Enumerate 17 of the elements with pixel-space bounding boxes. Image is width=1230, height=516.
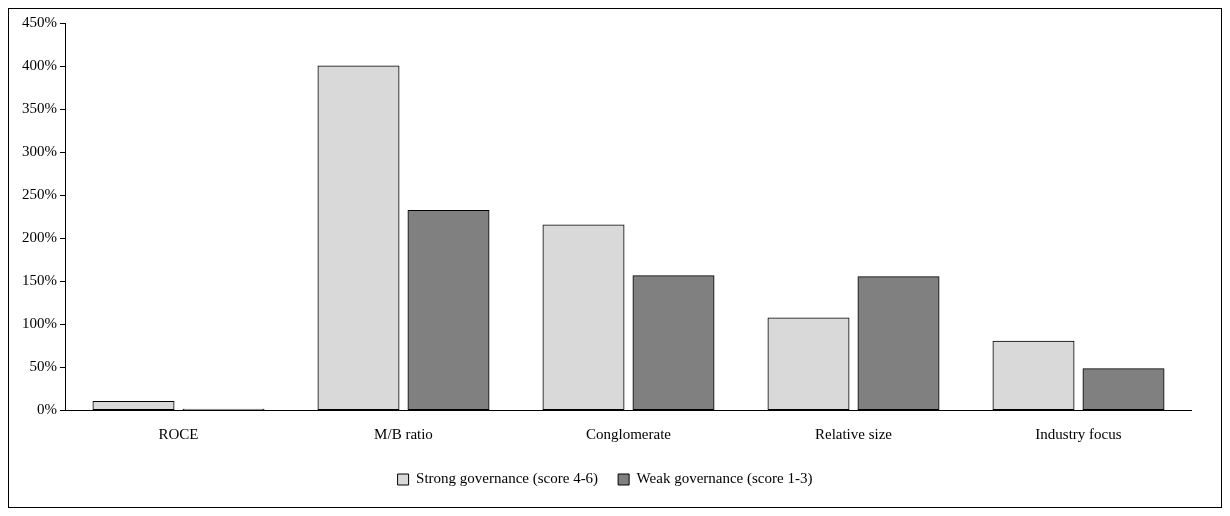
x-tick-label: ROCE	[158, 425, 199, 442]
legend-label: Strong governance (score 4-6)	[416, 470, 599, 488]
x-tick-label: M/B ratio	[374, 425, 433, 442]
x-tick-label: Relative size	[814, 425, 893, 442]
y-tick-label: 450%	[22, 13, 57, 30]
y-tick-label: 400%	[22, 56, 57, 73]
y-tick-label: 350%	[22, 99, 57, 116]
y-tick-label: 50%	[29, 357, 57, 374]
y-tick-label: 200%	[22, 228, 57, 245]
y-tick-label: 300%	[22, 142, 57, 159]
y-tick-label: 150%	[22, 271, 57, 288]
y-tick-label: 0%	[37, 400, 57, 417]
y-tick-label: 250%	[22, 185, 57, 202]
x-tick-label: Conglomerate	[586, 425, 672, 442]
y-tick-label: 100%	[22, 314, 57, 331]
x-tick-label: Industry focus	[1035, 425, 1122, 442]
legend-label: Weak governance (score 1-3)	[636, 470, 813, 488]
